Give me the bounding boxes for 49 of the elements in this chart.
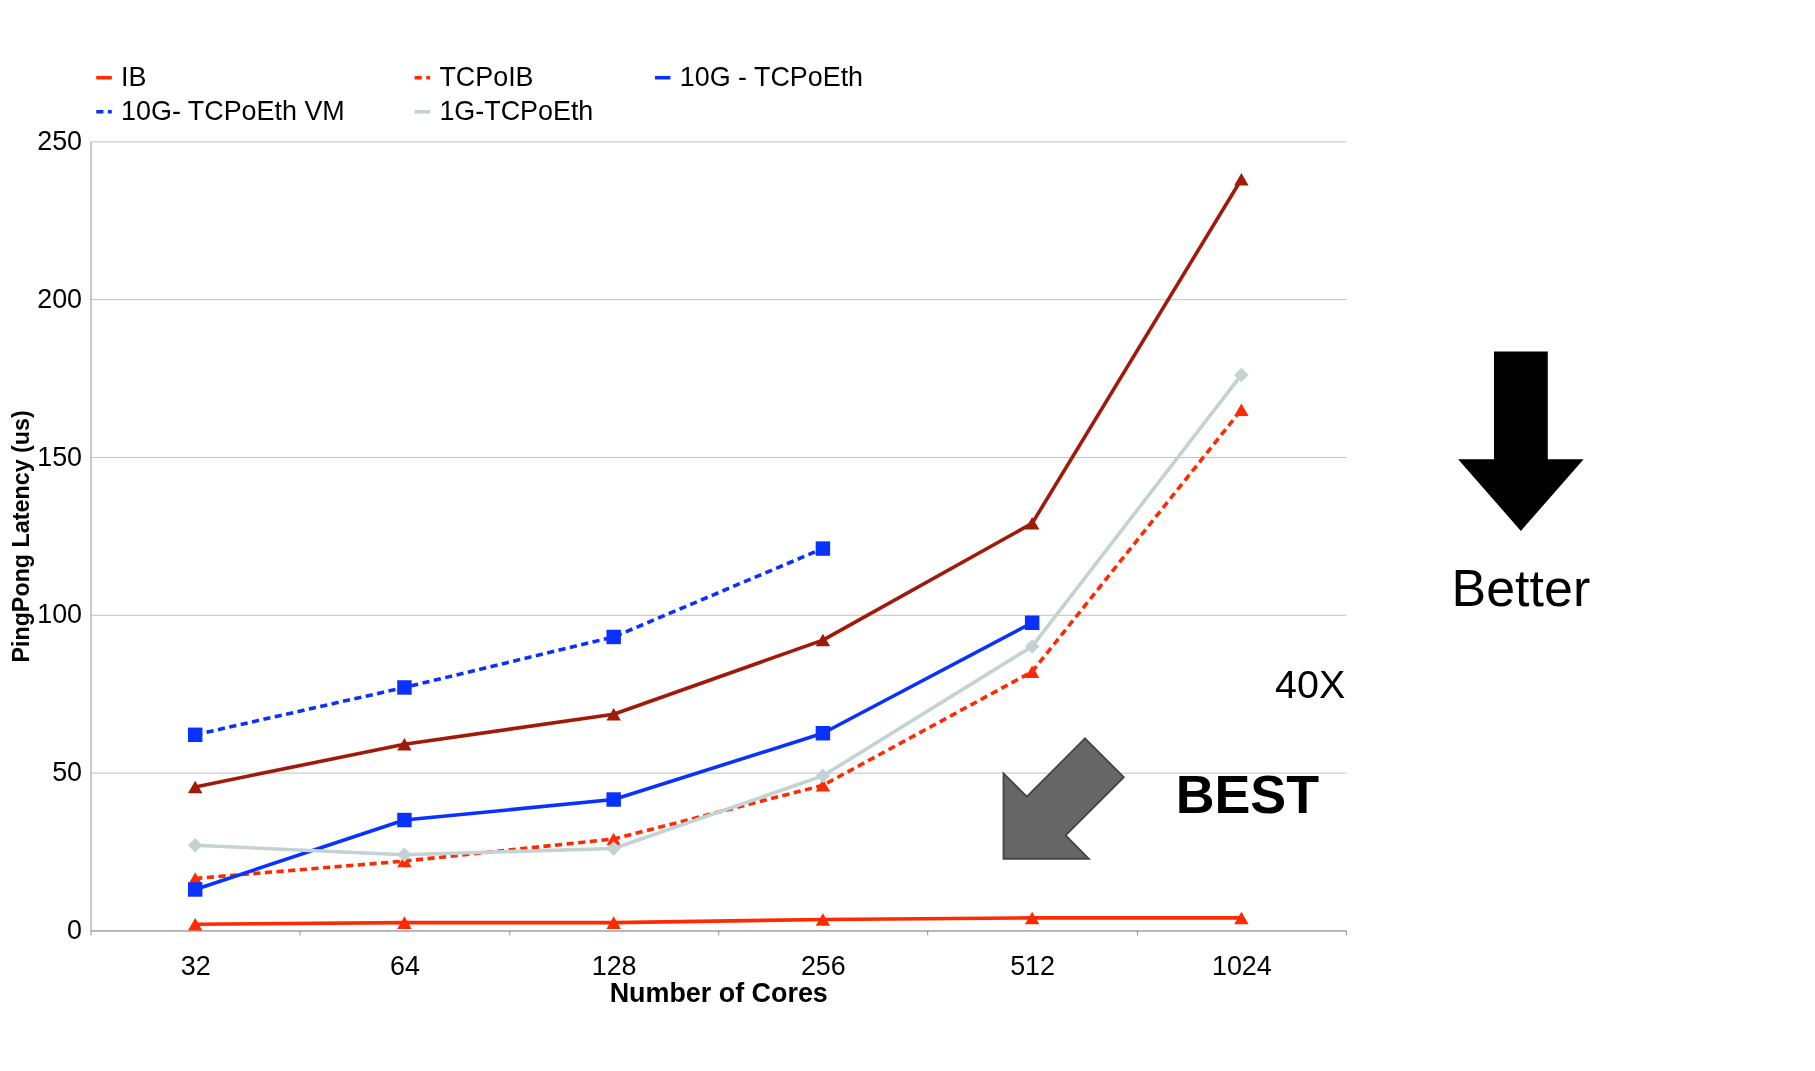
point [397,738,412,751]
point [1024,517,1040,530]
point [1024,615,1040,630]
annotation: 40X [1275,661,1346,706]
annotation: BEST [1175,763,1320,824]
legend-label: 10G- TCPoEth VM [121,95,345,126]
x-tick-label: 1024 [1211,950,1272,981]
y-tick-label: 150 [37,441,83,472]
y-tick-label: 100 [37,599,83,630]
point [815,541,831,556]
point [815,633,831,647]
point [397,680,412,695]
point [1234,911,1249,925]
point [1234,173,1249,186]
legend-label: 1G-TCPoEth [439,95,594,126]
point [606,708,621,721]
point [815,726,831,741]
y-tick-label: 0 [67,915,83,946]
point [815,768,831,784]
point [606,629,621,645]
point [1024,911,1040,925]
y-tick-label: 250 [37,125,83,156]
point [187,727,203,743]
y-axis-title: PingPong Latency (us) [8,410,35,663]
y-tick-label: 50 [52,757,83,788]
point [187,917,203,931]
point [187,882,203,897]
point [1024,639,1040,654]
legend-label: 10G - TCPoEth [679,61,864,92]
y-tick-label: 200 [37,283,83,314]
point [606,841,621,856]
point [606,792,621,807]
point [606,916,621,929]
point [815,779,831,792]
point [815,913,831,926]
point [397,916,412,929]
point [187,838,203,853]
legend-label: TCPoIB [439,61,534,92]
point [397,847,412,862]
point [1024,665,1040,678]
point [1234,403,1249,416]
x-tick-label: 64 [389,950,420,981]
point [397,812,412,828]
legend-label: IB [121,61,147,92]
point [1234,367,1249,383]
x-tick-label: 512 [1010,950,1056,981]
point [187,780,203,794]
text: Better [1451,559,1591,618]
x-tick-label: 32 [180,950,211,981]
